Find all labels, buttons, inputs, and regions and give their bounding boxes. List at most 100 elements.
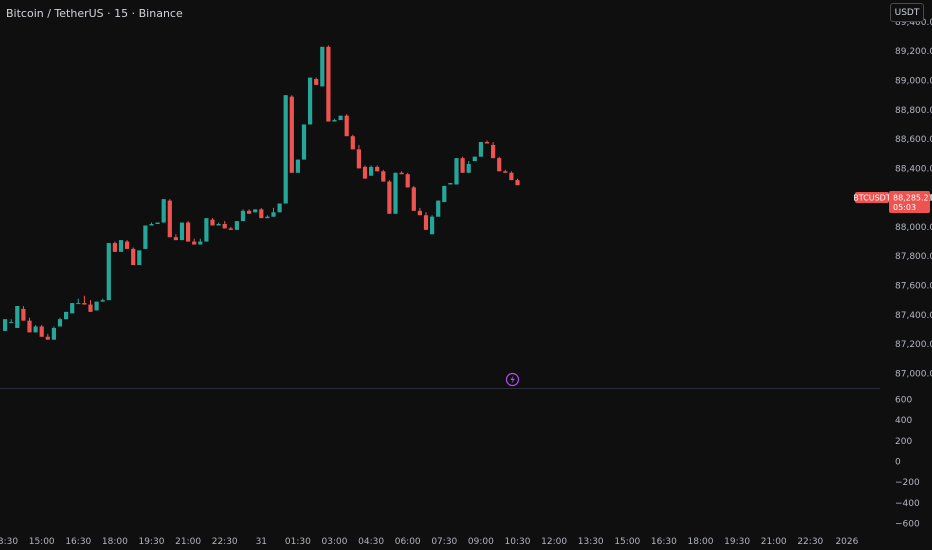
candle[interactable] [344,114,349,137]
candle[interactable] [192,238,197,245]
candle[interactable] [326,45,331,122]
candle[interactable] [423,212,429,230]
candle[interactable] [76,298,81,305]
candle[interactable] [393,172,398,214]
candle[interactable] [484,140,490,144]
candle[interactable] [51,326,56,340]
candle[interactable] [308,77,313,125]
candle-body [484,142,490,144]
candle[interactable] [125,240,130,249]
candle[interactable] [64,311,69,320]
candle[interactable] [112,241,117,252]
candle-body [265,216,270,219]
candle[interactable] [369,165,374,176]
candle[interactable] [356,144,361,169]
price-tick-label: 87,600.00 [895,282,932,292]
candle[interactable] [39,325,44,337]
candle[interactable] [460,156,465,173]
candle[interactable] [289,95,294,173]
candle[interactable] [88,300,93,312]
candle[interactable] [179,222,185,241]
candle[interactable] [472,156,477,162]
candle[interactable] [27,317,32,333]
candle[interactable] [265,215,270,219]
candle[interactable] [466,161,471,173]
indicator-axis[interactable]: 600 400 200 0 −200 −400 −600 [895,395,920,529]
candle[interactable] [503,169,508,173]
candle[interactable] [45,333,50,340]
candle[interactable] [216,222,221,226]
candle[interactable] [387,180,392,214]
candle[interactable] [515,178,520,186]
candle[interactable] [277,203,282,213]
time-tick-label: 19:30 [139,537,165,547]
price-tick-label: 88,000.00 [895,223,932,233]
currency-button[interactable]: USDT [890,3,924,22]
candle[interactable] [137,250,142,266]
price-tick-label: 89,400.00 [895,18,932,28]
candle[interactable] [118,240,124,252]
candle[interactable] [417,207,422,216]
candle[interactable] [338,115,343,121]
candle[interactable] [143,225,148,249]
candle[interactable] [320,46,325,87]
candle[interactable] [204,218,209,242]
candle[interactable] [399,171,404,175]
candle[interactable] [259,207,264,219]
price-pane[interactable] [3,45,520,340]
candle[interactable] [15,306,20,328]
event-icon-circle[interactable] [505,372,520,387]
candle[interactable] [442,185,447,203]
candle[interactable] [430,215,435,235]
candle[interactable] [454,158,459,185]
candle[interactable] [350,134,355,150]
candle[interactable] [405,172,410,188]
candle[interactable] [381,169,386,182]
candle[interactable] [228,226,233,230]
candle[interactable] [210,218,215,226]
candle[interactable] [149,222,154,226]
candle[interactable] [3,319,8,331]
candle[interactable] [301,124,307,160]
time-tick-label: 07:30 [431,537,457,547]
candle[interactable] [106,243,111,301]
candle[interactable] [161,199,166,223]
candle[interactable] [21,306,26,321]
candle[interactable] [234,221,239,230]
candle[interactable] [411,185,416,211]
price-tick-label: 89,000.00 [895,77,932,87]
candle[interactable] [497,156,502,172]
candle[interactable] [186,221,191,242]
candle[interactable] [155,222,160,225]
candle[interactable] [173,234,178,241]
time-axis[interactable]: 13:30 15:00 16:30 18:00 19:30 21:00 22:30 31 01:… [0,537,859,547]
candle[interactable] [57,317,63,327]
candle[interactable] [82,295,87,305]
candle[interactable] [247,209,252,214]
candle[interactable] [448,183,453,185]
candle[interactable] [332,118,337,122]
candle[interactable] [9,319,14,324]
candle[interactable] [478,142,483,157]
candle[interactable] [436,200,441,217]
candle[interactable] [314,77,319,85]
candle[interactable] [222,221,227,229]
candle[interactable] [70,303,75,314]
candle[interactable] [253,209,258,213]
candle[interactable] [295,159,300,173]
candle[interactable] [94,301,99,311]
candle[interactable] [131,247,136,266]
candle[interactable] [509,171,514,181]
candle[interactable] [491,142,496,159]
candle[interactable] [240,209,246,222]
candle[interactable] [283,95,288,204]
candle[interactable] [100,298,105,302]
candle[interactable] [33,325,38,333]
event-icon[interactable] [505,372,520,387]
candle[interactable] [271,207,276,217]
candle[interactable] [167,199,172,238]
candle[interactable] [375,165,380,172]
candle[interactable] [362,165,368,179]
candle[interactable] [198,238,203,245]
